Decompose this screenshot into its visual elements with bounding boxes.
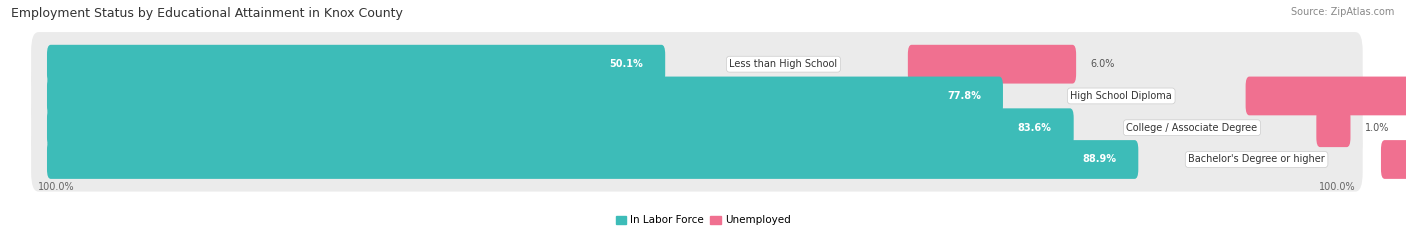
Text: 6.0%: 6.0% [1091,59,1115,69]
Text: Bachelor's Degree or higher: Bachelor's Degree or higher [1188,154,1324,164]
Text: Employment Status by Educational Attainment in Knox County: Employment Status by Educational Attainm… [11,7,404,20]
Text: College / Associate Degree: College / Associate Degree [1126,123,1257,133]
Text: 100.0%: 100.0% [1319,182,1355,192]
FancyBboxPatch shape [46,45,665,84]
Text: 50.1%: 50.1% [610,59,644,69]
FancyBboxPatch shape [908,45,1076,84]
FancyBboxPatch shape [1246,77,1406,115]
FancyBboxPatch shape [46,108,1074,147]
Text: 83.6%: 83.6% [1018,123,1052,133]
FancyBboxPatch shape [1316,108,1351,147]
Text: 100.0%: 100.0% [38,182,75,192]
FancyBboxPatch shape [46,140,1139,179]
Text: Source: ZipAtlas.com: Source: ZipAtlas.com [1291,7,1395,17]
Text: Less than High School: Less than High School [730,59,838,69]
FancyBboxPatch shape [31,96,1362,160]
FancyBboxPatch shape [31,127,1362,192]
FancyBboxPatch shape [1381,140,1406,179]
Text: 1.0%: 1.0% [1365,123,1389,133]
FancyBboxPatch shape [46,77,1002,115]
Text: 77.8%: 77.8% [948,91,981,101]
FancyBboxPatch shape [31,64,1362,128]
Text: High School Diploma: High School Diploma [1070,91,1173,101]
Legend: In Labor Force, Unemployed: In Labor Force, Unemployed [612,211,794,230]
Text: 88.9%: 88.9% [1083,154,1116,164]
FancyBboxPatch shape [31,32,1362,96]
